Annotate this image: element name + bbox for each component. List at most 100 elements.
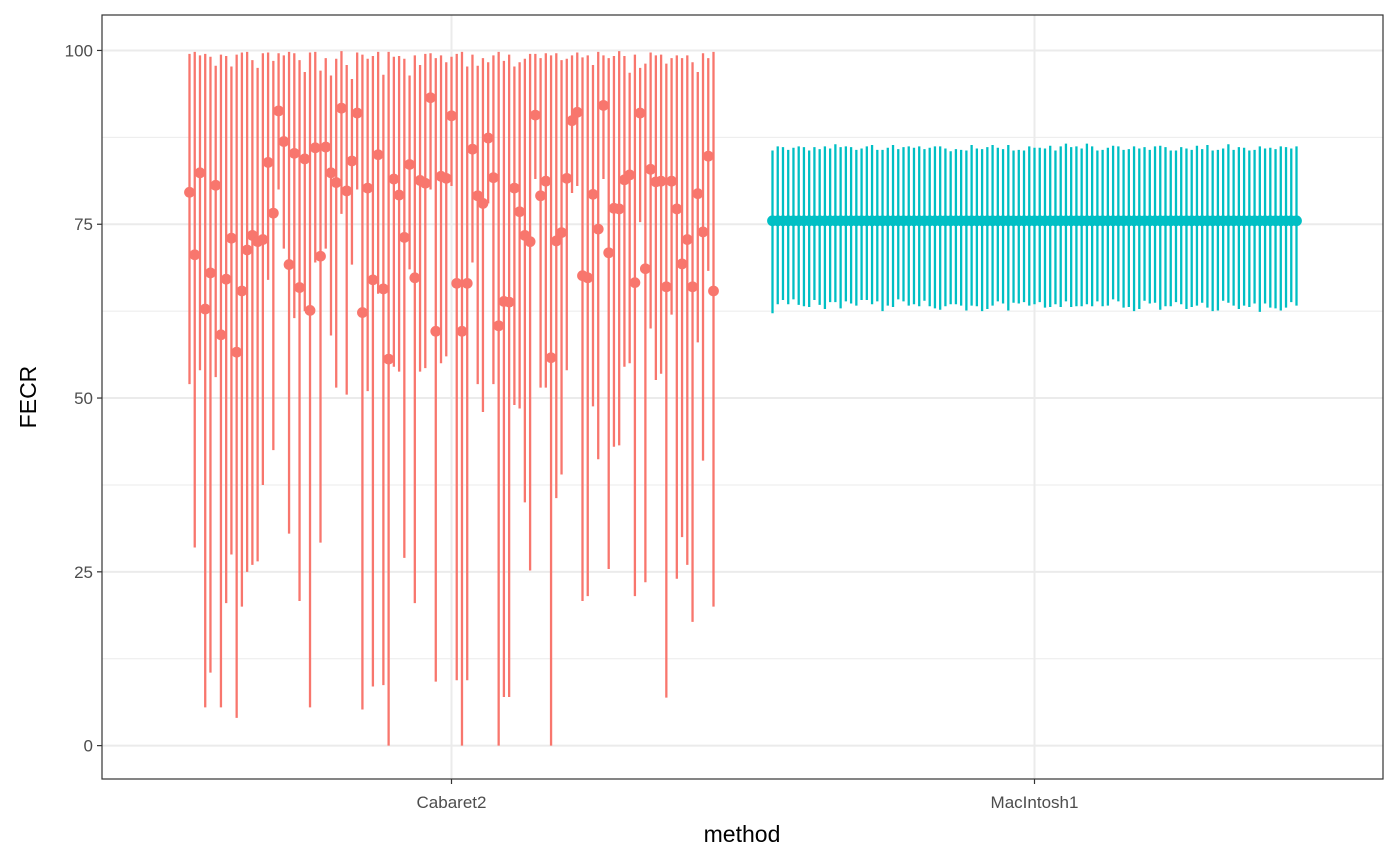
- estimate-point: [535, 190, 546, 202]
- estimate-point: [351, 107, 363, 119]
- estimate-point: [367, 274, 379, 286]
- estimate-point: [409, 272, 421, 284]
- estimate-point: [461, 277, 473, 289]
- panel-border: [101, 14, 1384, 780]
- estimate-point: [472, 190, 484, 202]
- estimate-point: [624, 169, 636, 181]
- estimate-point: [294, 282, 305, 293]
- estimate-point: [467, 143, 478, 155]
- estimate-point: [388, 173, 400, 185]
- estimate-point: [582, 272, 594, 284]
- series-cabaret2: [184, 51, 719, 746]
- estimate-point: [315, 250, 326, 262]
- estimate-point: [645, 163, 657, 175]
- estimate-point: [550, 235, 562, 247]
- estimate-point: [671, 203, 683, 215]
- estimate-point: [398, 232, 410, 243]
- estimate-point: [493, 320, 505, 332]
- chart-marks: [184, 51, 1302, 746]
- estimate-point: [419, 177, 431, 189]
- estimate-point: [482, 132, 494, 144]
- estimate-point: [320, 141, 332, 153]
- estimate-point: [503, 296, 515, 308]
- estimate-point: [393, 189, 405, 201]
- estimate-point: [404, 159, 415, 170]
- estimate-point: [257, 234, 269, 245]
- estimate-point: [299, 153, 311, 165]
- estimate-point: [514, 206, 526, 218]
- estimate-point: [430, 325, 442, 337]
- estimate-point: [194, 167, 206, 179]
- estimate-point: [446, 110, 457, 122]
- estimate-point: [702, 150, 714, 162]
- estimate-point: [325, 167, 337, 179]
- estimate-point: [357, 307, 368, 318]
- estimate-point: [634, 107, 646, 119]
- y-tick-label: 50: [74, 389, 93, 408]
- estimate-point: [210, 179, 222, 191]
- estimate-point: [288, 147, 300, 159]
- estimate-point: [372, 149, 384, 161]
- estimate-point: [309, 142, 321, 154]
- estimate-point: [676, 258, 688, 270]
- estimate-point: [692, 188, 704, 200]
- estimate-point: [603, 247, 615, 259]
- estimate-point: [383, 353, 395, 365]
- estimate-point: [278, 136, 290, 147]
- estimate-point: [362, 182, 374, 194]
- estimate-point: [346, 155, 358, 167]
- estimate-point: [236, 285, 248, 297]
- estimate-point: [304, 305, 316, 316]
- estimate-point: [655, 175, 667, 187]
- estimate-point: [189, 249, 201, 261]
- estimate-point: [540, 175, 552, 187]
- estimate-point: [556, 227, 567, 238]
- axes: 0 25 50 75 100 Cabaret2 MacIntosh1: [65, 41, 1079, 812]
- estimate-point: [566, 115, 578, 127]
- estimate-point: [336, 102, 347, 114]
- estimate-point: [199, 303, 211, 315]
- estimate-point: [587, 188, 599, 200]
- estimate-point: [571, 106, 583, 118]
- estimate-point: [456, 325, 468, 337]
- estimate-point: [226, 232, 237, 244]
- estimate-point: [561, 172, 573, 184]
- series-macintosh1: [767, 143, 1302, 314]
- estimate-point: [477, 197, 489, 209]
- estimate-point: [666, 175, 677, 187]
- estimate-point: [184, 186, 195, 198]
- estimate-point: [220, 273, 232, 285]
- x-tick-label: MacIntosh1: [991, 793, 1079, 812]
- estimate-point: [598, 99, 609, 111]
- estimate-point: [273, 105, 284, 117]
- estimate-point: [613, 203, 625, 215]
- estimate-point: [241, 244, 253, 256]
- estimate-point: [681, 234, 693, 245]
- estimate-point: [231, 346, 243, 358]
- estimate-point: [262, 156, 274, 168]
- estimate-point: [697, 226, 709, 238]
- estimate-point: [639, 263, 651, 275]
- estimate-point: [508, 182, 520, 194]
- estimate-point: [451, 277, 463, 289]
- estimate-point: [708, 285, 719, 297]
- estimate-point: [629, 277, 641, 289]
- y-tick-label: 0: [84, 737, 93, 756]
- estimate-point: [529, 109, 541, 121]
- estimate-point: [267, 207, 279, 219]
- estimate-point: [545, 352, 557, 364]
- y-tick-label: 75: [74, 215, 93, 234]
- estimate-point: [592, 223, 604, 235]
- x-tick-label: Cabaret2: [417, 793, 487, 812]
- y-axis-title: FECR: [15, 366, 41, 429]
- x-axis-title: method: [704, 821, 781, 847]
- estimate-point: [283, 259, 295, 270]
- estimate-point: [205, 267, 216, 279]
- estimate-point: [687, 281, 698, 293]
- estimate-point: [377, 283, 389, 295]
- estimate-point: [660, 281, 672, 293]
- estimate-point: [330, 177, 342, 188]
- estimate-point: [488, 172, 499, 184]
- estimate-point: [215, 329, 227, 341]
